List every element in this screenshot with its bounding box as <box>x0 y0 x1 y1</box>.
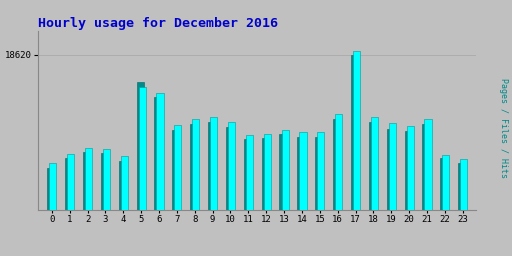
Bar <box>458 163 465 210</box>
Bar <box>210 118 217 210</box>
Bar <box>65 158 72 210</box>
Bar <box>351 55 358 210</box>
Bar <box>282 130 289 210</box>
Bar <box>442 155 450 210</box>
Bar <box>317 132 325 210</box>
Bar <box>440 158 447 210</box>
Bar <box>297 136 305 210</box>
Bar <box>49 163 56 210</box>
Bar <box>139 87 146 210</box>
Bar <box>192 119 199 210</box>
Bar <box>335 114 342 210</box>
Bar <box>389 123 396 210</box>
Bar <box>85 148 92 210</box>
Bar <box>422 124 430 210</box>
Bar <box>208 122 215 210</box>
Bar <box>103 149 110 210</box>
Bar <box>387 129 394 210</box>
Bar <box>300 132 307 210</box>
Bar <box>315 136 323 210</box>
Bar <box>246 135 253 210</box>
Bar <box>190 124 197 210</box>
Bar <box>407 126 414 210</box>
Bar <box>174 125 181 210</box>
Bar <box>371 118 378 210</box>
Text: Pages / Files / Hits: Pages / Files / Hits <box>499 78 508 178</box>
Bar <box>228 122 235 210</box>
Bar <box>404 131 412 210</box>
Bar <box>424 119 432 210</box>
Bar <box>83 152 90 210</box>
Bar <box>244 139 251 210</box>
Bar <box>47 168 54 210</box>
Bar <box>121 156 128 210</box>
Bar <box>262 138 269 210</box>
Bar <box>333 119 340 210</box>
Bar <box>280 134 287 210</box>
Bar <box>157 93 164 210</box>
Bar <box>264 134 271 210</box>
Bar <box>226 126 233 210</box>
Bar <box>460 159 467 210</box>
Bar <box>353 51 360 210</box>
Bar <box>67 154 74 210</box>
Bar <box>173 130 179 210</box>
Text: Hourly usage for December 2016: Hourly usage for December 2016 <box>38 17 279 29</box>
Bar <box>137 82 144 210</box>
Bar <box>119 161 126 210</box>
Bar <box>369 122 376 210</box>
Bar <box>155 97 162 210</box>
Bar <box>101 153 108 210</box>
